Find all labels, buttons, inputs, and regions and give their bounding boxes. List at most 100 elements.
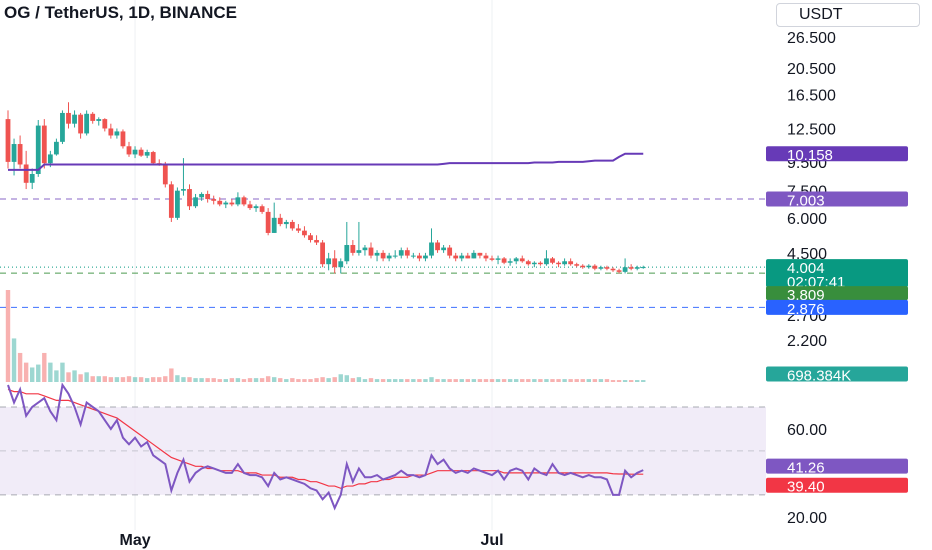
- volume-bar: [314, 378, 319, 382]
- volume-bar: [217, 379, 222, 382]
- candle-body: [332, 258, 338, 268]
- candle-body: [193, 197, 198, 207]
- candle: [477, 252, 483, 259]
- volume-bar: [592, 379, 598, 382]
- level-badge-purple-bg: [766, 191, 908, 207]
- candle: [90, 112, 96, 124]
- volume-bar: [616, 380, 622, 382]
- candle: [289, 219, 295, 231]
- candle-body: [126, 146, 132, 155]
- candle: [187, 184, 192, 210]
- candle-body: [108, 128, 114, 136]
- candle: [604, 265, 610, 271]
- volume-bar: [598, 379, 604, 382]
- candle-body: [501, 258, 507, 263]
- candle: [41, 119, 47, 169]
- volume-bar: [520, 379, 525, 382]
- candle-body: [531, 262, 537, 265]
- candle: [592, 264, 598, 271]
- volume-bar: [193, 378, 198, 382]
- candle: [598, 265, 604, 271]
- volume-bar: [205, 378, 210, 382]
- last-price-badge-bg: [766, 259, 908, 288]
- candle-body: [604, 267, 610, 269]
- rsi-tick-label: 60.00: [787, 422, 827, 439]
- candle-body: [314, 240, 319, 243]
- rsi-value-badge-text: 41.26: [787, 460, 825, 477]
- volume-bar: [507, 379, 513, 382]
- volume-badge-bg: [766, 366, 908, 382]
- volume-badge-text: 698.384K: [787, 368, 851, 385]
- volume-bar: [151, 377, 156, 382]
- volume-bar: [169, 368, 174, 382]
- candle: [640, 265, 646, 269]
- volume-bar: [54, 370, 59, 382]
- candle: [622, 258, 628, 274]
- rsi-band: [0, 406, 766, 496]
- volume-bar: [42, 352, 47, 382]
- candle-body: [181, 189, 186, 191]
- candle-body: [296, 228, 301, 231]
- candle: [108, 123, 114, 139]
- ma-value-badge-bg: [766, 146, 908, 162]
- candle-body: [544, 258, 549, 265]
- candle: [362, 245, 368, 256]
- time-axis[interactable]: May Jul: [119, 532, 503, 549]
- candle-body: [374, 252, 380, 256]
- candle: [410, 252, 416, 259]
- volume-bar: [175, 375, 180, 382]
- volume-bar: [278, 378, 283, 382]
- candle: [374, 250, 380, 262]
- candle-body: [102, 119, 108, 129]
- volume-bar: [332, 377, 337, 382]
- price-tick-label: 2.200: [787, 333, 827, 350]
- candle: [423, 252, 428, 262]
- candle-body: [84, 113, 90, 134]
- candle-body: [441, 247, 446, 251]
- volume-bar: [574, 379, 579, 382]
- candle-body: [35, 125, 41, 175]
- candle: [616, 268, 622, 274]
- candle-body: [96, 119, 102, 121]
- candle-body: [90, 113, 96, 121]
- volume-bar: [489, 379, 495, 382]
- candle-body: [429, 242, 434, 256]
- candle-body: [308, 235, 313, 241]
- candle-body: [277, 217, 283, 225]
- candle-body: [17, 144, 23, 165]
- volume-bar: [241, 379, 247, 382]
- volume-bar: [514, 379, 519, 382]
- rsi-tick-label: 20.00: [787, 510, 827, 527]
- candle-body: [616, 270, 622, 272]
- candle: [84, 110, 90, 136]
- candle: [574, 262, 580, 268]
- candle: [296, 224, 301, 233]
- volume-bar: [229, 378, 235, 382]
- level-badge-green-text: 3.809: [787, 287, 825, 304]
- candle-body: [205, 193, 211, 200]
- chart-title: OG / TetherUS, 1D, BINANCE: [4, 3, 237, 22]
- candle-body: [302, 230, 307, 236]
- volume-bar: [265, 376, 271, 382]
- volume-bar: [386, 379, 392, 382]
- volume-bar: [163, 376, 168, 382]
- volume-bar: [350, 378, 356, 382]
- candle-body: [66, 112, 71, 124]
- candle: [483, 252, 489, 262]
- candle-body: [23, 164, 29, 183]
- candle: [223, 200, 229, 209]
- candle: [519, 255, 525, 263]
- candle-body: [29, 174, 35, 183]
- level-badge-green-bg: [766, 286, 908, 301]
- candle: [513, 256, 519, 265]
- volume-bar: [538, 379, 543, 382]
- currency-button[interactable]: USDT: [776, 3, 920, 27]
- candle-body: [223, 202, 229, 205]
- candle-body: [368, 247, 374, 256]
- candle: [562, 258, 567, 266]
- candle-body: [628, 267, 634, 269]
- candle-body: [138, 149, 144, 156]
- volume-bar: [344, 375, 349, 382]
- volume-bar: [78, 374, 83, 382]
